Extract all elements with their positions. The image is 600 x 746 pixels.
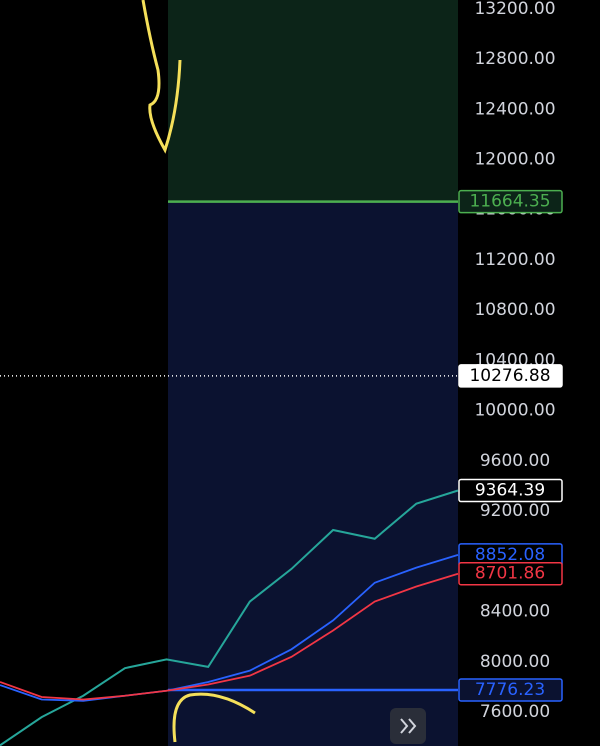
- risk-zone: [168, 201, 458, 746]
- ma-label: 8701.86: [475, 564, 545, 584]
- y-tick-label: 8000.00: [480, 652, 550, 672]
- target-label-box: [458, 189, 563, 214]
- crosshair-label-box: [458, 364, 563, 388]
- price-line: [0, 553, 459, 702]
- y-tick-label: 9600.00: [480, 451, 550, 471]
- entry-label-box: [458, 678, 563, 702]
- y-tick-label: 11200.00: [474, 250, 555, 270]
- entry-label: 7776.23: [475, 680, 545, 700]
- crosshair-label: 10276.88: [469, 366, 550, 386]
- ma-label: 8852.08: [475, 545, 545, 565]
- profit-zone: [168, 0, 458, 202]
- y-tick-label: 12400.00: [474, 99, 555, 119]
- y-tick-label: 8400.00: [480, 602, 550, 622]
- y-tick-label: 13200.00: [474, 0, 555, 19]
- y-tick-label: 10800.00: [474, 300, 555, 320]
- target-label: 11664.35: [469, 192, 550, 212]
- ma-label-box: [458, 561, 563, 586]
- y-tick-label: 9200.00: [480, 501, 550, 521]
- y-tick-label: 10000.00: [474, 401, 555, 421]
- y-tick-label: 7600.00: [480, 702, 550, 722]
- last-price-label: 9364.39: [475, 481, 545, 501]
- last-price-label-box: [458, 478, 563, 503]
- y-tick-label: 12000.00: [474, 149, 555, 169]
- price-line: [0, 572, 459, 701]
- scroll-icon: [400, 718, 417, 734]
- annotation-scribble: [172, 692, 256, 743]
- y-tick-label: 12800.00: [474, 49, 555, 69]
- annotation-scribble: [141, 0, 182, 154]
